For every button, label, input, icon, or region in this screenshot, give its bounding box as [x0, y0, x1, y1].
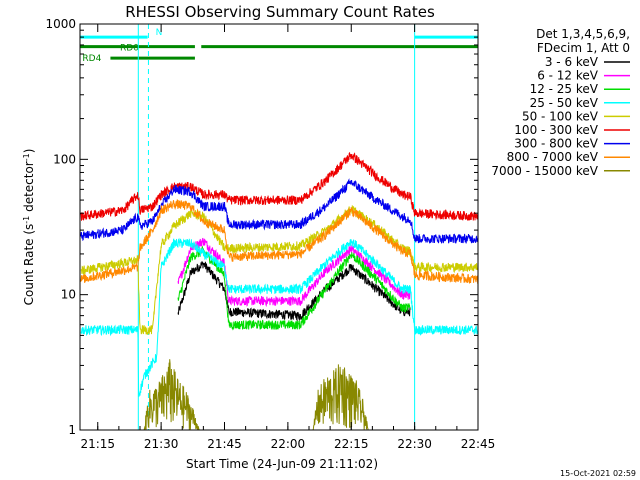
series-line-6 — [80, 178, 479, 244]
legend-label-2: 12 - 25 keV — [530, 82, 599, 96]
y-tick-label-2: 100 — [53, 152, 76, 166]
flag-bars: N RD0 RD4 — [80, 28, 478, 64]
x-tick-label-2: 21:45 — [207, 437, 242, 451]
x-tick-label-0: 21:15 — [80, 437, 115, 451]
x-tick-label-1: 21:30 — [144, 437, 179, 451]
x-tick-label-6: 22:45 — [461, 437, 496, 451]
y-tick-label-0: 1 — [68, 423, 76, 437]
series-line-5 — [80, 151, 479, 222]
series-line-7 — [80, 199, 479, 284]
legend-header-2: FDecim 1, Att 0 — [537, 41, 630, 55]
x-tick-label-4: 22:15 — [334, 437, 369, 451]
flag-label-rd4: RD4 — [82, 54, 101, 64]
series-line-3 — [80, 237, 479, 397]
y-axis-label: Count Rate (s-1 detector-1) — [22, 149, 36, 306]
flag-label-rd0: RD0 — [120, 44, 139, 54]
y-tick-label-3: 1000 — [45, 17, 76, 31]
footer-date: 15-Oct-2021 02:59 — [560, 469, 636, 478]
legend-label-6: 300 - 800 keV — [514, 137, 598, 151]
legend-label-7: 800 - 7000 keV — [507, 150, 599, 164]
x-axis-label: Start Time (24-Jun-09 21:11:02) — [186, 457, 378, 471]
chart-title: RHESSI Observing Summary Count Rates — [125, 3, 435, 21]
legend-header-1: Det 1,3,4,5,6,9, — [536, 27, 630, 41]
flag-label-n: N — [156, 28, 163, 38]
attenuator-lines — [137, 24, 479, 430]
series-line-4 — [80, 205, 479, 335]
series-group — [80, 151, 479, 431]
legend-label-1: 6 - 12 keV — [537, 69, 599, 83]
x-tick-label-5: 22:30 — [397, 437, 432, 451]
legend-label-4: 50 - 100 keV — [522, 109, 599, 123]
legend-label-0: 3 - 6 keV — [545, 55, 599, 69]
legend: Det 1,3,4,5,6,9, FDecim 1, Att 0 3 - 6 k… — [491, 27, 630, 178]
y-tick-label-1: 10 — [61, 288, 76, 302]
legend-label-3: 25 - 50 keV — [530, 96, 599, 110]
legend-label-8: 7000 - 15000 keV — [491, 164, 598, 178]
plot-frame — [79, 23, 479, 431]
axes: 21:15 21:30 21:45 22:00 22:15 22:30 22:45 1 10 10… — [45, 17, 495, 451]
x-tick-label-3: 22:00 — [271, 437, 306, 451]
legend-label-5: 100 - 300 keV — [514, 123, 598, 137]
series-line-0 — [177, 261, 411, 322]
